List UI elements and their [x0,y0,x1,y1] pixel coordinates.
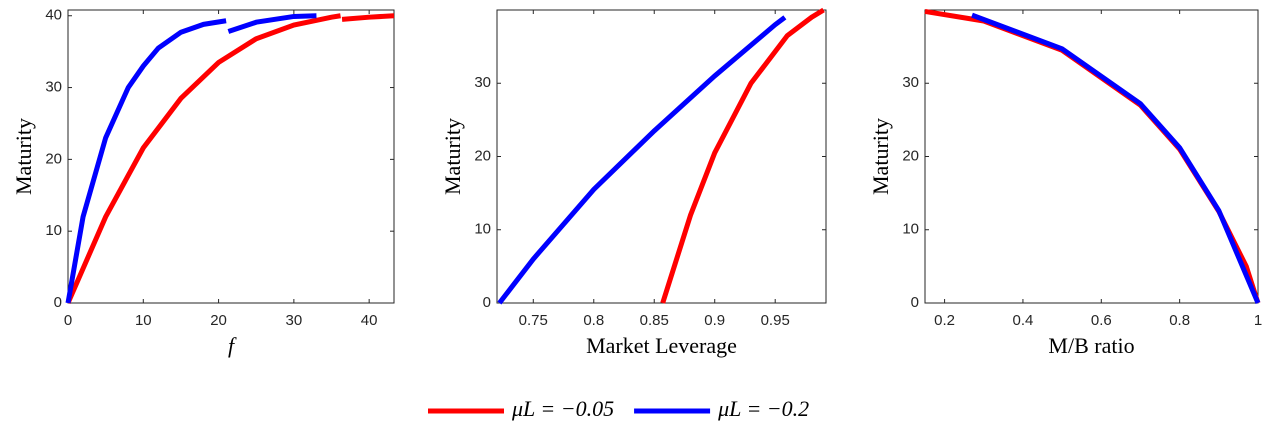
plot-area [67,9,395,304]
x-tick-label: 0.85 [640,312,669,329]
legend-label: μL = −0.05 [511,396,614,421]
x-tick-label: 0.2 [934,312,955,329]
y-axis-label: Maturity [440,118,465,195]
x-tick-label: 10 [135,312,152,329]
y-tick-label: 0 [483,294,491,311]
data-line [660,7,825,304]
y-tick-label: 20 [902,147,919,164]
y-tick-label: 40 [45,7,62,24]
y-tick-label: 10 [474,221,491,238]
x-axis-label: f [228,333,237,358]
x-tick-label: 0.6 [1091,312,1112,329]
y-tick-label: 10 [45,222,62,239]
y-tick-label: 30 [45,79,62,96]
data-line [497,15,787,305]
x-tick-label: 1 [1254,312,1262,329]
y-tick-label: 0 [911,294,919,311]
x-tick-label: 0.8 [1169,312,1190,329]
x-axis-label: Market Leverage [586,333,737,358]
data-line [971,12,1261,304]
y-tick-label: 30 [902,74,919,91]
legend-label: μL = −0.2 [717,396,809,421]
plot-area [496,9,827,304]
data-line [65,13,317,304]
y-tick-label: 0 [54,294,62,311]
x-tick-label: 30 [286,312,303,329]
x-tick-label: 0.95 [761,312,790,329]
y-tick-label: 20 [474,147,491,164]
x-tick-label: 0.9 [704,312,725,329]
y-tick-label: 20 [45,150,62,167]
x-axis-label: M/B ratio [1048,333,1134,358]
data-line [65,13,395,305]
x-tick-label: 0.4 [1013,312,1034,329]
x-tick-label: 0.75 [519,312,548,329]
y-axis-label: Maturity [11,118,36,195]
x-tick-label: 0 [64,312,72,329]
y-tick-label: 10 [902,221,919,238]
x-tick-label: 20 [210,312,227,329]
plot-area [924,9,1259,304]
x-tick-label: 0.8 [583,312,604,329]
x-tick-label: 40 [361,312,378,329]
y-tick-label: 30 [474,74,491,91]
y-axis-label: Maturity [868,118,893,195]
